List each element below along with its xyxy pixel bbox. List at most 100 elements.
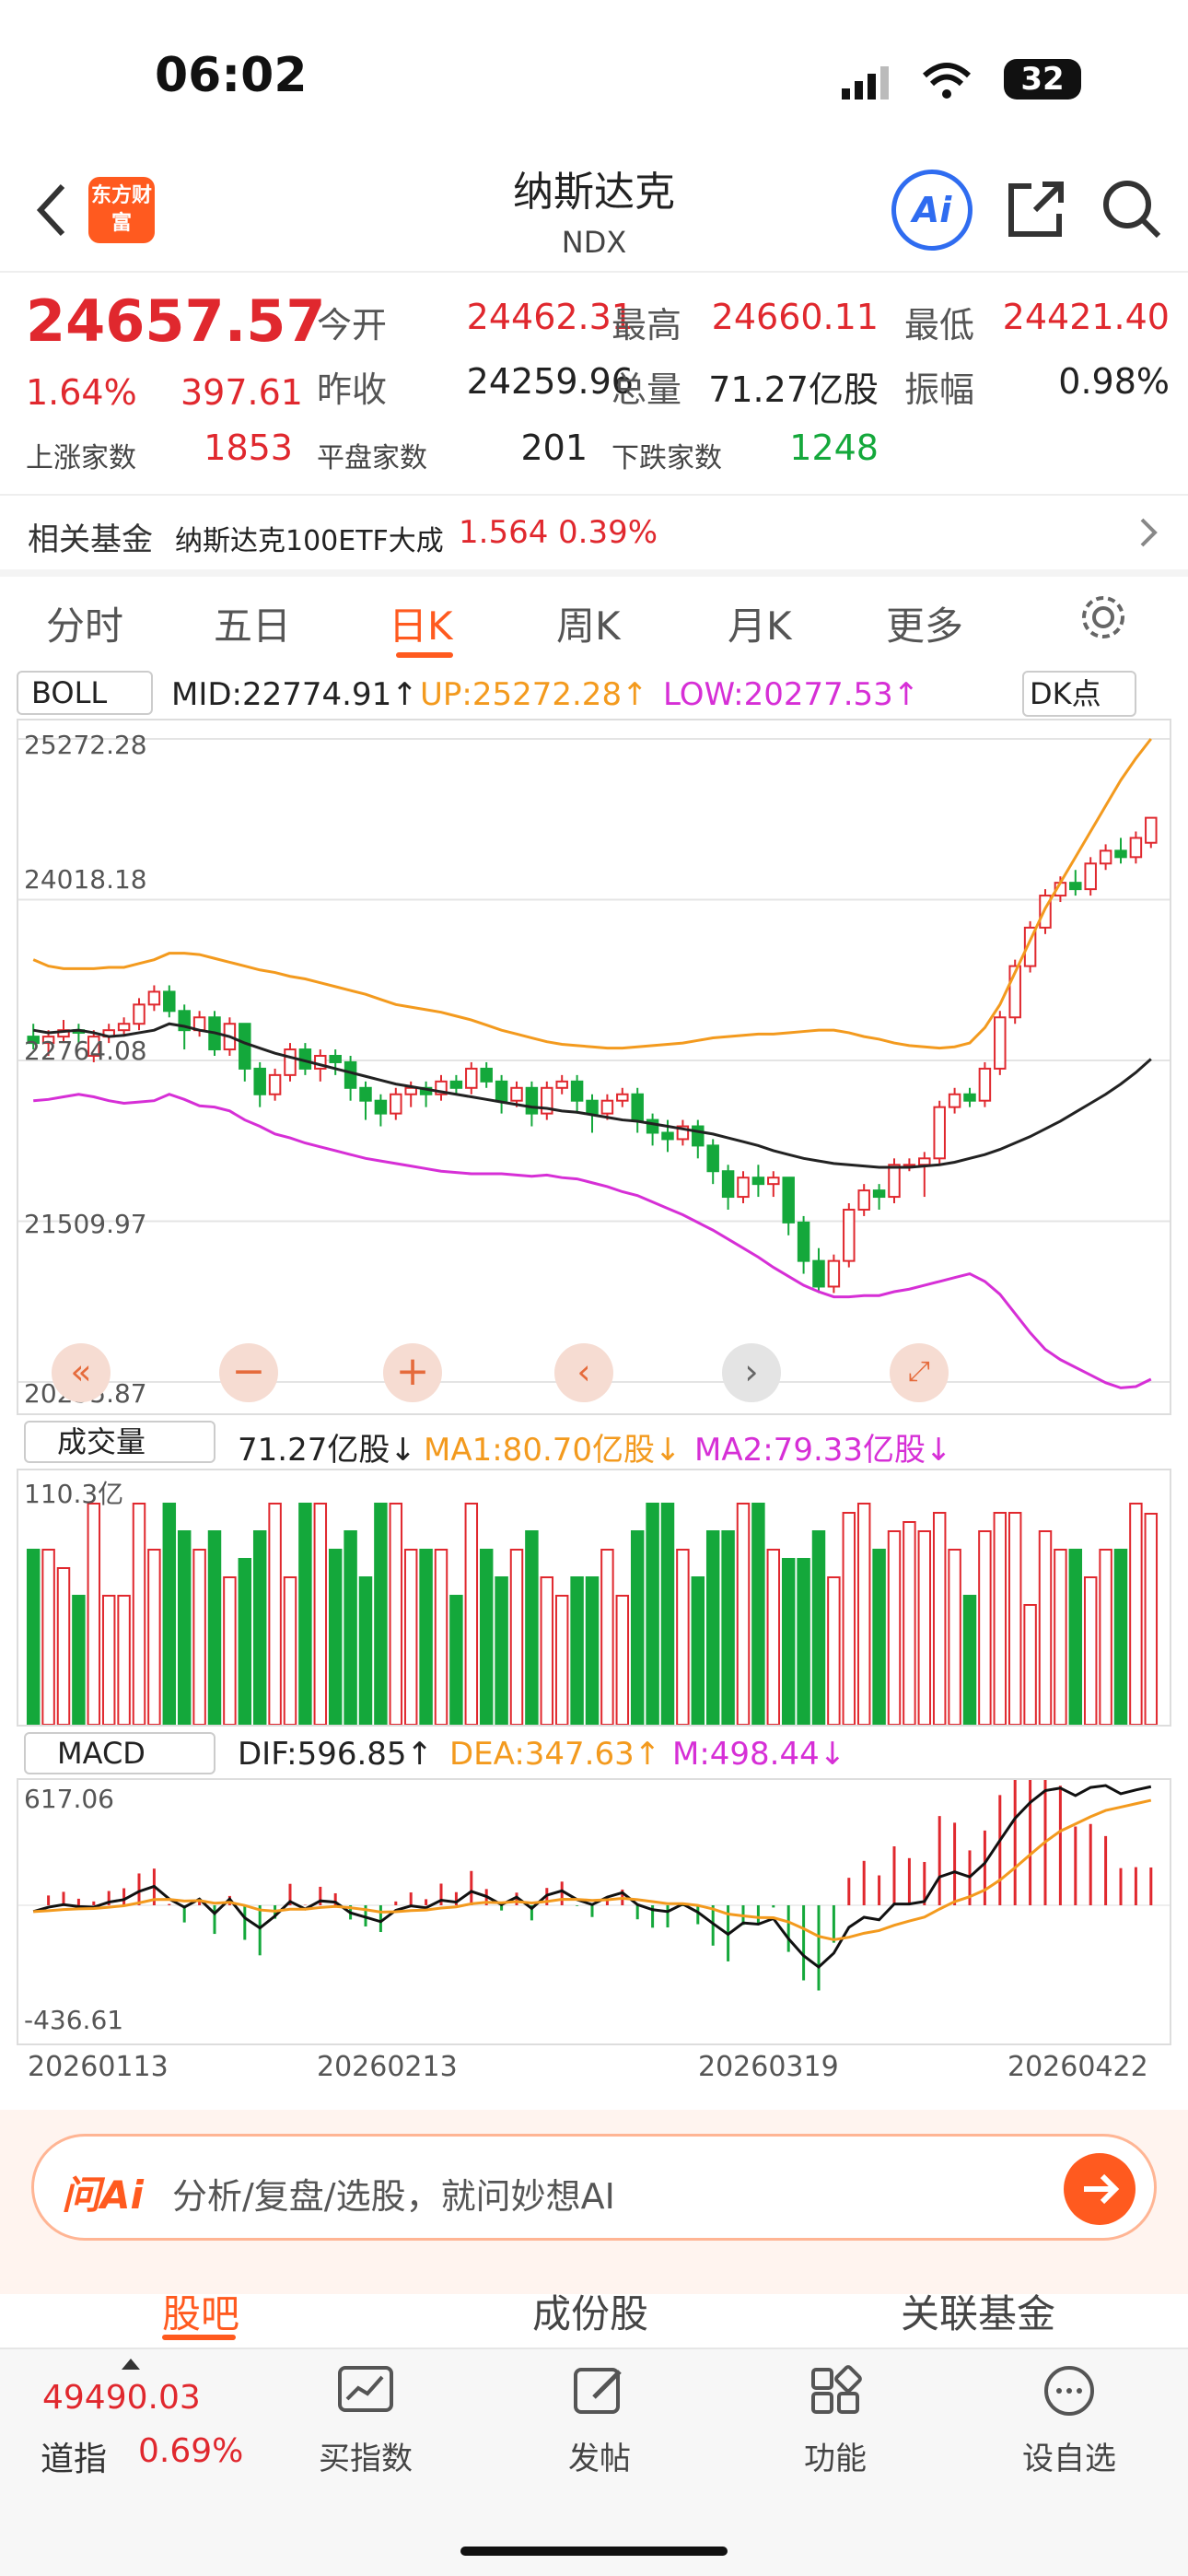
tab-more[interactable]: 更多 <box>886 603 964 649</box>
volume-bar <box>238 1558 252 1726</box>
candle-body <box>510 1086 523 1102</box>
dk-point-button[interactable]: DK点 <box>1022 671 1136 717</box>
dk-label: DK点 <box>1030 676 1101 711</box>
zoom-in-button[interactable]: + <box>383 1343 442 1402</box>
volume-bar <box>962 1595 977 1726</box>
back-icon[interactable] <box>33 181 70 240</box>
candle-body <box>1114 849 1127 859</box>
nav-buy-index[interactable]: 买指数 <box>304 2364 427 2478</box>
wifi-icon <box>921 61 973 101</box>
kline-chart[interactable] <box>17 719 1171 1415</box>
candle-body <box>541 1086 553 1115</box>
candle-body <box>933 1106 946 1160</box>
prev-close-value: 24259.96 <box>466 361 634 402</box>
amplitude-label: 振幅 <box>904 369 975 410</box>
candle-body <box>692 1125 705 1147</box>
quote-divider <box>0 494 1188 496</box>
candle-body <box>178 1010 191 1032</box>
down-count-label: 下跌家数 <box>611 442 722 474</box>
kline-axis-3: 21509.97 <box>24 1209 147 1239</box>
boll-label: BOLL <box>31 675 108 710</box>
volume-bar <box>72 1595 86 1726</box>
volume-bar <box>1083 1576 1098 1726</box>
tab-forum[interactable]: 股吧 <box>162 2291 240 2336</box>
volume-bar <box>1144 1513 1159 1726</box>
tab-components[interactable]: 成份股 <box>532 2291 649 2336</box>
date-label-2: 20260319 <box>698 2051 839 2083</box>
ai-input-bar[interactable]: 问Ai 分析/复盘/选股，就问妙想AI <box>31 2134 1157 2241</box>
candle-body <box>390 1093 402 1115</box>
search-icon[interactable] <box>1100 177 1164 241</box>
candle-body <box>253 1067 266 1095</box>
scroll-right-button[interactable]: › <box>722 1343 781 1402</box>
volume-bar <box>192 1549 206 1726</box>
candle-body <box>404 1086 417 1095</box>
volume-bar <box>479 1549 494 1726</box>
scroll-left-button[interactable]: ‹ <box>554 1343 613 1402</box>
index-ticker[interactable]: 49490.03 道指 0.69% <box>28 2359 304 2488</box>
candle-body <box>737 1177 750 1199</box>
scroll-left-fast-button[interactable]: « <box>52 1343 111 1402</box>
candle-body <box>751 1177 765 1186</box>
change-pct: 1.64% <box>26 372 137 413</box>
tab-weekly-k[interactable]: 周K <box>556 603 621 649</box>
volume-bar <box>223 1576 237 1726</box>
share-icon[interactable] <box>1004 177 1068 241</box>
related-fund-row[interactable]: 相关基金 纳斯达克100ETF大成 1.564 0.39% <box>0 498 1188 568</box>
volume-bar <box>132 1503 146 1726</box>
kline-axis-1: 24018.18 <box>24 864 147 895</box>
high-label: 最高 <box>611 305 682 345</box>
candle-body <box>600 1099 614 1115</box>
candle-body <box>284 1048 297 1076</box>
ai-button[interactable]: Ai <box>891 170 973 251</box>
volume-bar <box>374 1503 388 1726</box>
candle-body <box>661 1131 674 1141</box>
low-value: 24421.40 <box>1002 297 1170 337</box>
volume-bar <box>1129 1503 1143 1726</box>
volume-bar <box>328 1549 343 1726</box>
volume-bar <box>1068 1549 1083 1726</box>
macd-axis-top: 617.06 <box>24 1784 114 1814</box>
tab-five-day[interactable]: 五日 <box>214 603 292 649</box>
volume-bar <box>615 1595 630 1726</box>
macd-dif-line <box>32 1784 1152 1969</box>
candle-body <box>1129 837 1143 859</box>
candle-body <box>918 1157 931 1166</box>
macd-axis-bottom: -436.61 <box>24 2005 124 2035</box>
volume-bar <box>87 1503 101 1726</box>
volume-chart <box>17 1469 1171 1727</box>
status-bar: 06:02 32 <box>0 0 1188 147</box>
volume-bar <box>1038 1530 1053 1726</box>
page-title: 纳斯达克 <box>513 169 675 216</box>
index-change: 0.69% <box>138 2432 244 2470</box>
candle-body <box>465 1067 478 1089</box>
candle-body <box>359 1086 372 1102</box>
nav-post[interactable]: 发帖 <box>538 2364 661 2478</box>
candle-body <box>117 1023 131 1032</box>
volume-bar <box>630 1530 645 1726</box>
zoom-out-button[interactable]: − <box>219 1343 278 1402</box>
tab-daily-k[interactable]: 日K <box>389 603 453 649</box>
volume-selector[interactable]: 成交量 <box>24 1421 215 1463</box>
clock: 06:02 <box>155 48 308 103</box>
tab-related-funds[interactable]: 关联基金 <box>901 2291 1056 2336</box>
candle-body <box>239 1023 251 1070</box>
nav-functions[interactable]: 功能 <box>774 2364 897 2478</box>
caret-up-icon <box>122 2359 140 2370</box>
fund-change: 0.39% <box>558 514 658 551</box>
candle-body <box>374 1099 388 1115</box>
macd-selector[interactable]: MACD <box>24 1732 215 1774</box>
boll-selector[interactable]: BOLL <box>17 671 153 715</box>
volume-bar <box>646 1503 659 1726</box>
signal-icon <box>840 64 895 101</box>
gear-icon[interactable] <box>1079 593 1127 641</box>
nav-add-watchlist[interactable]: 设自选 <box>1007 2364 1131 2478</box>
volume-bar <box>570 1576 584 1726</box>
up-count-label: 上涨家数 <box>26 442 136 474</box>
tab-monthly-k[interactable]: 月K <box>728 603 792 649</box>
tab-intraday[interactable]: 分时 <box>46 603 124 649</box>
arrow-right-icon[interactable] <box>1064 2153 1136 2225</box>
fullscreen-button[interactable]: ⤢ <box>890 1343 949 1402</box>
macd-label: MACD <box>57 1736 146 1771</box>
flat-count-label: 平盘家数 <box>317 442 427 474</box>
